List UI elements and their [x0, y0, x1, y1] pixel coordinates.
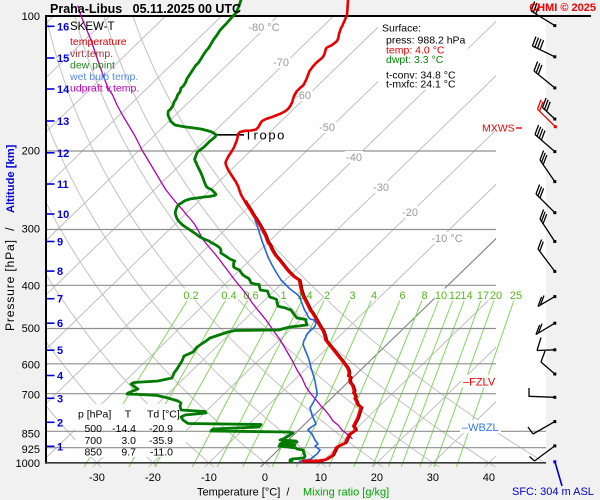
svg-text:-30: -30: [373, 182, 389, 194]
svg-text:T: T: [125, 409, 132, 421]
svg-text:–FZLV: –FZLV: [463, 377, 496, 389]
svg-text:3.0: 3.0: [121, 435, 136, 447]
svg-text:t-conv: 34.8 °C: t-conv: 34.8 °C: [386, 70, 456, 82]
svg-text:press: 988.2 hPa: press: 988.2 hPa: [386, 35, 466, 47]
svg-text:3: 3: [349, 290, 355, 302]
svg-text:–WBZL: –WBZL: [462, 422, 499, 434]
svg-text:200: 200: [22, 145, 40, 157]
svg-text:13: 13: [57, 116, 69, 128]
svg-text:400: 400: [22, 280, 40, 292]
svg-text:850: 850: [84, 447, 102, 459]
svg-text:-14.4: -14.4: [112, 423, 136, 435]
svg-text:10: 10: [435, 290, 447, 302]
svg-text:virt.temp.: virt.temp.: [70, 48, 113, 60]
svg-text:2: 2: [57, 417, 63, 429]
svg-text:700: 700: [22, 390, 40, 402]
svg-text:8: 8: [57, 266, 63, 278]
svg-text:20: 20: [490, 290, 502, 302]
svg-text:10: 10: [315, 472, 327, 484]
svg-text:4: 4: [57, 371, 64, 383]
svg-text:850: 850: [22, 429, 40, 441]
svg-text:-10 °C: -10 °C: [431, 233, 462, 245]
svg-text:600: 600: [22, 360, 40, 372]
svg-text:-30: -30: [89, 472, 105, 484]
svg-text:SKEW-T: SKEW-T: [70, 21, 115, 33]
svg-text:0.4: 0.4: [221, 290, 236, 302]
svg-text:-50: -50: [319, 122, 335, 134]
svg-text:1: 1: [280, 290, 286, 302]
svg-text:12: 12: [57, 148, 69, 160]
svg-text:p [hPa]: p [hPa]: [78, 409, 111, 421]
svg-text:temperature: temperature: [70, 36, 127, 48]
svg-text:-35.9: -35.9: [149, 435, 173, 447]
svg-text:0: 0: [262, 472, 268, 484]
svg-text:Td [°C]: Td [°C]: [147, 409, 180, 421]
svg-text:-40: -40: [346, 152, 362, 164]
svg-text:-10: -10: [201, 472, 217, 484]
svg-text:Tropo: Tropo: [245, 128, 286, 143]
svg-text:40: 40: [483, 472, 495, 484]
svg-text:4: 4: [371, 290, 377, 302]
svg-text:temp: 4.0 °C: temp: 4.0 °C: [386, 45, 445, 57]
svg-text:6: 6: [399, 290, 405, 302]
svg-text:dew point: dew point: [70, 60, 115, 72]
svg-text:Mixing ratio [g/kg]: Mixing ratio [g/kg]: [303, 487, 389, 499]
svg-text:udpraft v.temp.: udpraft v.temp.: [70, 83, 139, 95]
svg-text:300: 300: [22, 223, 40, 235]
svg-text:17: 17: [477, 290, 489, 302]
svg-text:1: 1: [57, 441, 63, 453]
svg-text:-20.9: -20.9: [149, 423, 173, 435]
svg-text:-80 °C: -80 °C: [248, 22, 279, 34]
svg-text:20: 20: [371, 472, 383, 484]
svg-text:11: 11: [57, 179, 69, 191]
svg-text:Surface:: Surface:: [382, 23, 421, 35]
svg-text:-70: -70: [273, 57, 289, 69]
svg-text:700: 700: [84, 435, 102, 447]
svg-text:-60: -60: [295, 90, 311, 102]
svg-text:14: 14: [460, 290, 472, 302]
svg-text:12: 12: [449, 290, 461, 302]
svg-text:14: 14: [57, 84, 70, 96]
svg-text:10: 10: [57, 209, 69, 221]
svg-text:CHMI © 2025: CHMI © 2025: [529, 2, 596, 14]
svg-text:-20: -20: [402, 207, 418, 219]
svg-text:15: 15: [57, 53, 69, 65]
svg-text:500: 500: [84, 423, 102, 435]
svg-text:1000: 1000: [16, 458, 40, 470]
svg-text:7: 7: [57, 294, 63, 306]
svg-text:Pressure [hPa] /: Pressure [hPa] /: [3, 227, 17, 331]
svg-text:MXWS: MXWS: [482, 123, 515, 135]
svg-text:Praha-Libus 05.11.2025 00 UT: Praha-Libus 05.11.2025 00 UTC: [50, 2, 241, 16]
svg-text:8: 8: [421, 290, 427, 302]
svg-text:Temperature [°C] /: Temperature [°C] /: [197, 487, 290, 499]
svg-text:16: 16: [57, 21, 69, 33]
svg-text:100: 100: [22, 11, 40, 23]
svg-text:SFC: 304 m ASL: SFC: 304 m ASL: [512, 486, 594, 498]
svg-text:-20: -20: [145, 472, 161, 484]
svg-text:500: 500: [22, 323, 40, 335]
svg-text:-11.0: -11.0: [150, 447, 173, 459]
svg-text:t-mxfc: 24.1 °C: t-mxfc: 24.1 °C: [386, 79, 456, 91]
svg-text:0.2: 0.2: [183, 290, 198, 302]
svg-text:25: 25: [510, 290, 522, 302]
svg-text:925: 925: [22, 444, 40, 456]
svg-text:3: 3: [57, 393, 63, 405]
svg-text:dwpt: 3.3 °C: dwpt: 3.3 °C: [386, 54, 444, 66]
svg-text:6: 6: [57, 318, 63, 330]
svg-text:0.6: 0.6: [243, 290, 258, 302]
svg-text:9.7: 9.7: [121, 447, 136, 459]
svg-text:30: 30: [427, 472, 439, 484]
svg-text:2: 2: [324, 290, 330, 302]
svg-text:9: 9: [57, 237, 63, 249]
svg-text:Altitude [km]: Altitude [km]: [5, 144, 17, 213]
svg-text:wet bulb temp.: wet bulb temp.: [69, 71, 138, 83]
svg-text:5: 5: [57, 345, 63, 357]
